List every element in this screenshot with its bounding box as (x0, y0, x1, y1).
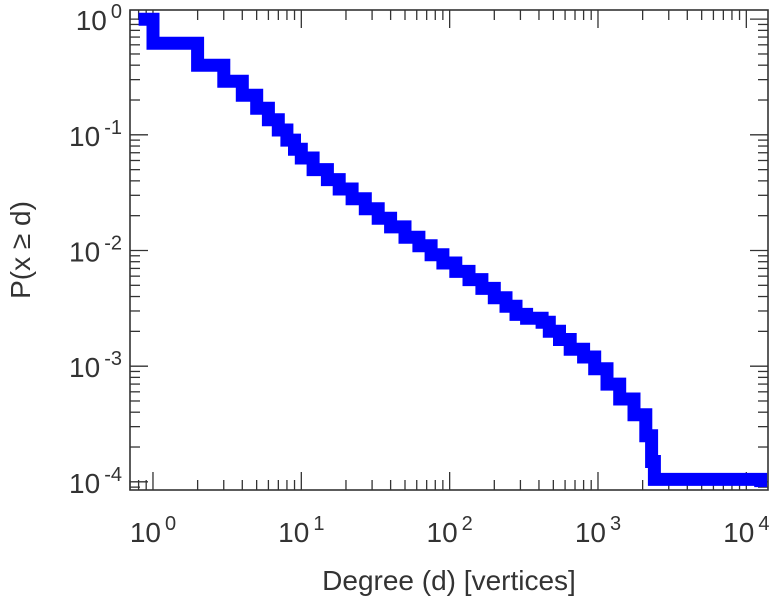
series-line-0 (138, 12, 768, 488)
tick-labels: 10 0 10 1 10 2 10 3 10 4 10 0 10 -1 10 -2 10 -3 10 -4 (69, 1, 769, 548)
y-tick-label: 10 -4 (69, 464, 122, 499)
y-tick-label: 10 -1 (69, 117, 122, 152)
x-tick-label: 10 4 (723, 513, 769, 548)
series-layer (138, 12, 768, 488)
y-tick-label: 10 -2 (69, 232, 122, 267)
y-tick-label: 10 0 (76, 1, 122, 36)
y-axis-label: P(x ≥ d) (5, 201, 36, 299)
x-tick-label: 10 0 (130, 513, 176, 548)
x-tick-label: 10 2 (427, 513, 473, 548)
x-axis-label: Degree (d) [vertices] (322, 565, 576, 596)
plot-frame (129, 9, 769, 491)
y-tick-label: 10 -3 (69, 348, 122, 383)
x-tick-label: 10 1 (278, 513, 324, 548)
x-tick-label: 10 3 (575, 513, 621, 548)
